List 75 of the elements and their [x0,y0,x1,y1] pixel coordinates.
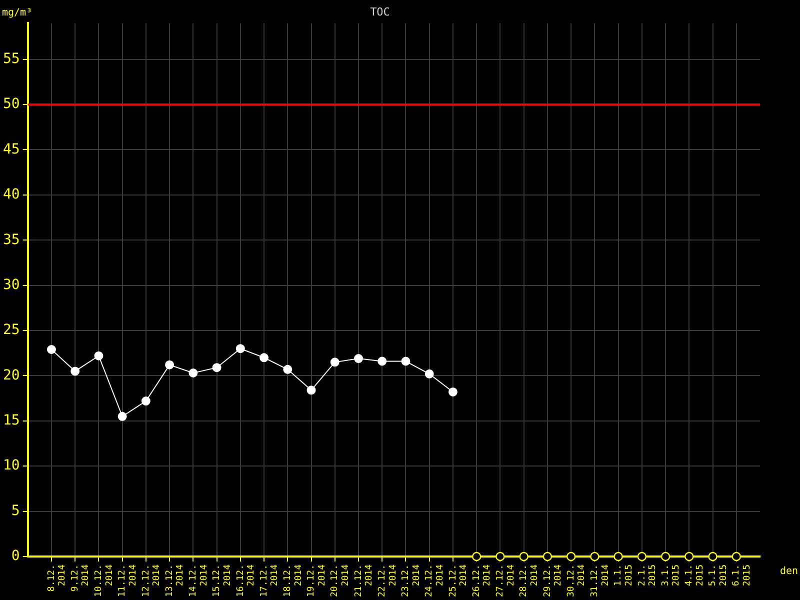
x-tick-label: 21.12. 2014 [354,564,375,598]
x-tick-label: 28.12. 2014 [519,564,540,598]
point [378,356,387,366]
point [448,387,458,396]
point [590,552,600,562]
y-tick-label: 15 [3,412,20,429]
point [212,363,222,372]
x-tick-label: 23.12. 2014 [401,564,422,598]
point [660,552,670,562]
point [46,345,56,354]
x-tick-label: 11.12. 2014 [118,564,138,598]
x-tick-label: 27.12. 2014 [496,564,516,598]
y-tick-label: 35 [3,232,20,248]
point [94,351,104,360]
point [684,552,694,562]
y-tick-label: 55 [3,50,20,67]
point [614,552,623,562]
x-tick-label: 5.1. 2015 [708,564,729,586]
x-tick-label: 2.1. 2015 [637,564,658,586]
x-tick-label: 22.12. 2014 [377,564,398,598]
point [401,356,410,366]
y-tick-label: 25 [3,322,20,338]
y-tick-label: 20 [3,367,20,384]
x-tick-label: 17.12. 2014 [259,564,280,598]
y-tick-label: 50 [3,96,20,112]
x-tick-label: 16.12. 2014 [236,564,257,598]
x-tick-label: 8.12. 2014 [46,564,68,592]
x-tick-label: 25.12. 2014 [448,564,470,598]
y-tick-label: 40 [3,186,20,203]
point [165,360,174,370]
point [472,552,482,562]
y-tick-label: 45 [3,141,20,158]
point [306,386,316,395]
point [354,354,364,364]
x-tick-label: 1.1. 2015 [614,564,634,586]
point [424,369,434,378]
x-tick-label: 29.12. 2014 [542,564,564,598]
x-tick-label: 9.12. 2014 [70,564,92,592]
chart-title: TOC [370,5,390,18]
y-tick-label: 5 [11,502,20,519]
point [637,552,647,562]
x-tick-label: 10.12. 2014 [94,564,115,598]
point [566,552,576,562]
x-tick-label: 14.12. 2014 [188,564,210,598]
x-tick-label: 30.12. 2014 [566,564,588,598]
point [519,552,528,562]
point [283,364,292,374]
x-tick-label: 4.1. 2015 [684,564,706,586]
x-tick-label: 26.12. 2014 [472,564,493,598]
x-tick-label: 3.1. 2015 [660,564,682,586]
point [542,552,552,562]
point [70,366,80,376]
x-tick-label: 18.12. 2014 [282,564,304,598]
x-tick-label: 6.1. 2015 [732,564,753,586]
point [141,396,150,406]
x-tick-label: 20.12. 2014 [330,564,352,598]
y-axis-title: mg/m³ [2,8,32,19]
point [260,353,269,362]
x-tick-label: 12.12. 2014 [141,564,162,598]
x-axis-title: den [780,566,798,578]
point [236,344,245,354]
x-tick-label: 13.12. 2014 [164,564,186,598]
x-tick-label: 15.12. 2014 [212,564,233,598]
y-tick-label: 10 [3,458,20,474]
point [732,552,741,562]
point [330,358,340,367]
point [118,412,127,421]
x-tick-label: 31.12. 2014 [590,564,611,598]
y-tick-label: 0 [11,548,20,564]
y-tick-label: 30 [3,276,20,293]
point [708,552,718,562]
x-tick-label: 24.12. 2014 [424,564,446,598]
point [496,552,505,562]
x-tick-label: 19.12. 2014 [306,564,328,598]
point [188,368,198,378]
